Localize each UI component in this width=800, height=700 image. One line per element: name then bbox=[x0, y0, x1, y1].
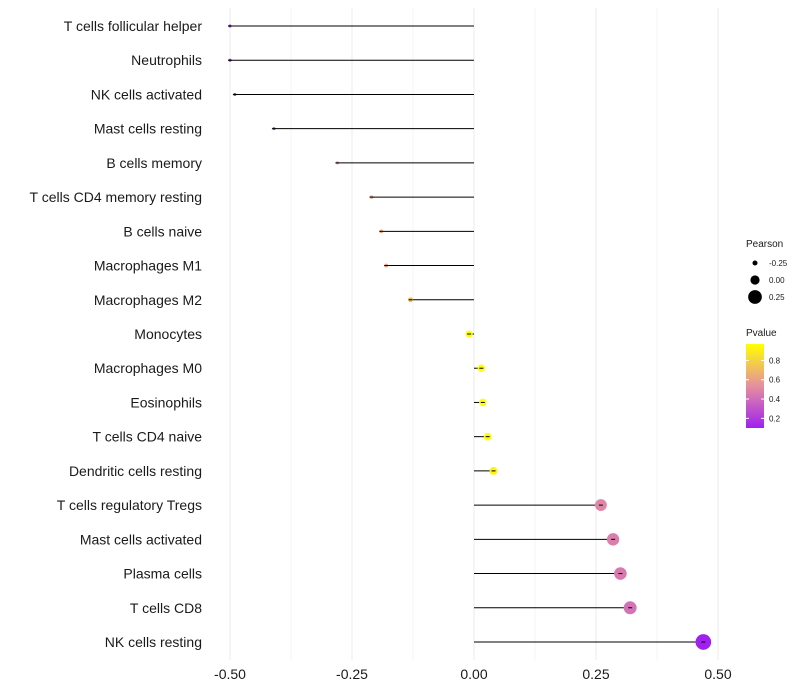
category-label: T cells CD8 bbox=[130, 600, 202, 616]
category-label: T cells CD4 memory resting bbox=[30, 189, 202, 205]
x-tick-label: -0.25 bbox=[336, 666, 368, 682]
size-legend-dot bbox=[748, 290, 762, 304]
size-legend-label: 0.25 bbox=[769, 293, 785, 302]
size-legend-label: -0.25 bbox=[769, 259, 788, 268]
category-label: T cells CD4 naive bbox=[93, 429, 203, 445]
category-label: Monocytes bbox=[134, 326, 202, 342]
color-bar bbox=[746, 344, 764, 428]
category-label: Mast cells resting bbox=[94, 121, 202, 137]
category-label: Eosinophils bbox=[130, 394, 202, 410]
category-label: T cells follicular helper bbox=[64, 18, 203, 34]
size-legend-title: Pearson bbox=[746, 239, 783, 250]
color-legend-label: 0.2 bbox=[769, 414, 781, 423]
category-label: Macrophages M1 bbox=[94, 258, 202, 274]
category-label: Mast cells activated bbox=[80, 531, 202, 547]
category-label: T cells regulatory Tregs bbox=[57, 497, 202, 513]
category-label: Plasma cells bbox=[123, 566, 202, 582]
category-labels: T cells follicular helper Neutrophils NK c… bbox=[30, 18, 203, 650]
x-tick-label: 0.50 bbox=[704, 666, 731, 682]
x-tick-label: 0.25 bbox=[582, 666, 609, 682]
color-legend-label: 0.4 bbox=[769, 395, 781, 404]
category-label: Dendritic cells resting bbox=[69, 463, 202, 479]
category-label: B cells naive bbox=[123, 223, 202, 239]
category-label: NK cells resting bbox=[105, 634, 202, 650]
x-tick-label: 0.00 bbox=[460, 666, 487, 682]
x-tick-label: -0.50 bbox=[214, 666, 246, 682]
category-label: Macrophages M2 bbox=[94, 292, 202, 308]
color-legend-ticks: 0.2 0.4 0.6 0.8 bbox=[746, 356, 781, 423]
x-axis-ticks: -0.50 -0.25 0.00 0.25 0.50 bbox=[214, 666, 732, 682]
size-legend-label: 0.00 bbox=[769, 276, 785, 285]
category-label: Neutrophils bbox=[131, 52, 202, 68]
size-legend: -0.25 0.00 0.25 bbox=[748, 259, 788, 304]
color-legend-label: 0.8 bbox=[769, 356, 781, 365]
points bbox=[228, 24, 712, 650]
size-legend-dot bbox=[750, 275, 760, 285]
category-label: Macrophages M0 bbox=[94, 360, 202, 376]
category-label: NK cells activated bbox=[91, 86, 202, 102]
color-legend-title: Pvalue bbox=[746, 328, 777, 339]
category-label: B cells memory bbox=[106, 155, 202, 171]
size-legend-dot bbox=[752, 260, 758, 266]
color-legend-label: 0.6 bbox=[769, 376, 781, 385]
legend: Pearson -0.250.000.25 Pvalue 0.20.40.60.… bbox=[746, 239, 788, 428]
grid-lines bbox=[229, 8, 719, 660]
